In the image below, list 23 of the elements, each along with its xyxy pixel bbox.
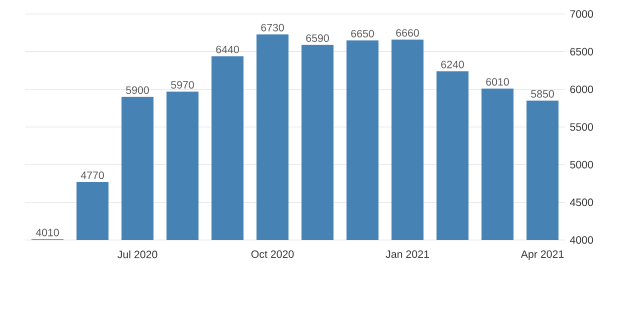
y-tick-label: 4000	[570, 236, 594, 244]
data-label: 5850	[531, 90, 554, 98]
data-label: 6240	[441, 60, 464, 68]
data-label: 6650	[351, 30, 374, 38]
x-tick-label: Jul 2020	[118, 250, 158, 258]
x-tick-label: Jan 2021	[386, 250, 429, 258]
data-label: 5970	[171, 81, 194, 89]
data-label: 6010	[486, 78, 509, 86]
x-tick-label: Oct 2020	[251, 250, 294, 258]
data-label: 6590	[306, 34, 329, 42]
data-label: 6730	[261, 24, 284, 32]
y-tick-label: 7000	[570, 10, 594, 18]
data-label: 6440	[216, 46, 239, 54]
data-label: 4770	[80, 172, 104, 180]
data-label: 4010	[36, 228, 59, 236]
y-tick-label: 5000	[570, 160, 594, 168]
y-tick-label: 6000	[570, 86, 594, 94]
y-tick-label: 6500	[570, 48, 594, 56]
y-tick-label: 5500	[570, 123, 594, 131]
data-label: 6660	[396, 29, 419, 37]
y-tick-label: 4500	[570, 198, 594, 206]
data-label: 5900	[126, 86, 149, 94]
x-tick-label: Apr 2021	[520, 250, 564, 260]
